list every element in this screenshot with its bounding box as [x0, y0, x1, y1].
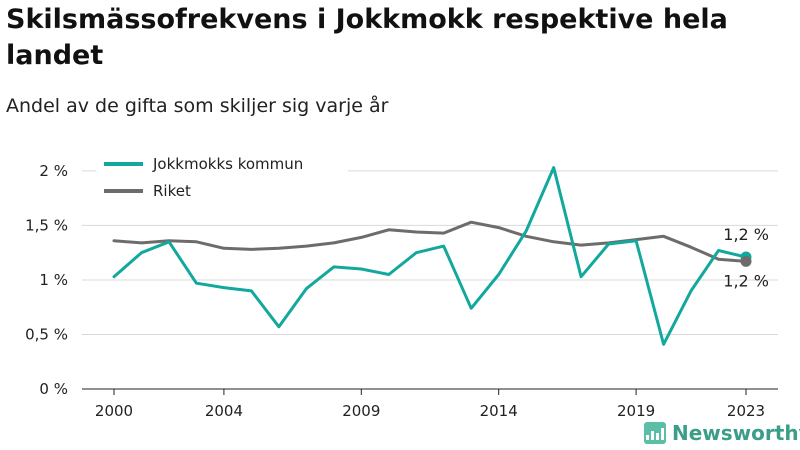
y-tick-label: 0 %	[39, 380, 68, 398]
y-tick-label: 1,5 %	[25, 216, 68, 234]
legend-background	[96, 151, 348, 207]
bar-chart-icon	[644, 422, 666, 444]
logo-text: Newsworthy	[672, 421, 800, 445]
y-tick-label: 1 %	[39, 271, 68, 289]
x-tick-label: 2019	[617, 402, 655, 420]
legend: Jokkmokks kommun Riket	[96, 151, 348, 207]
series-layer	[112, 166, 752, 346]
label-layer: 1,2 % 1,2 %	[723, 225, 769, 290]
chart-subtitle: Andel av de gifta som skiljer sig varje …	[6, 95, 389, 117]
end-point-riket	[740, 255, 752, 267]
x-tick-label: 2009	[342, 402, 380, 420]
end-label-jokkmokk: 1,2 %	[723, 225, 769, 244]
series-line-riket	[112, 220, 748, 263]
chart-title: Skilsmässofrekvens i Jokkmokk respektive…	[6, 4, 728, 71]
axis-layer: 0 % 0,5 % 1 % 1,5 % 2 % 2000 2004 2009 2014 2019 2…	[25, 162, 778, 420]
x-tick-label: 2023	[727, 402, 765, 420]
y-tick-label: 0,5 %	[25, 325, 68, 343]
legend-label: Jokkmokks kommun	[152, 155, 303, 173]
x-tick-label: 2014	[480, 402, 518, 420]
series-line-jokkmokk	[112, 166, 748, 346]
y-tick-label: 2 %	[39, 162, 68, 180]
x-tick-label: 2000	[95, 402, 133, 420]
end-label-riket: 1,2 %	[723, 271, 769, 290]
x-tick-label: 2004	[205, 402, 243, 420]
legend-label: Riket	[153, 182, 191, 200]
newsworthy-logo: Newsworthy	[644, 420, 800, 446]
